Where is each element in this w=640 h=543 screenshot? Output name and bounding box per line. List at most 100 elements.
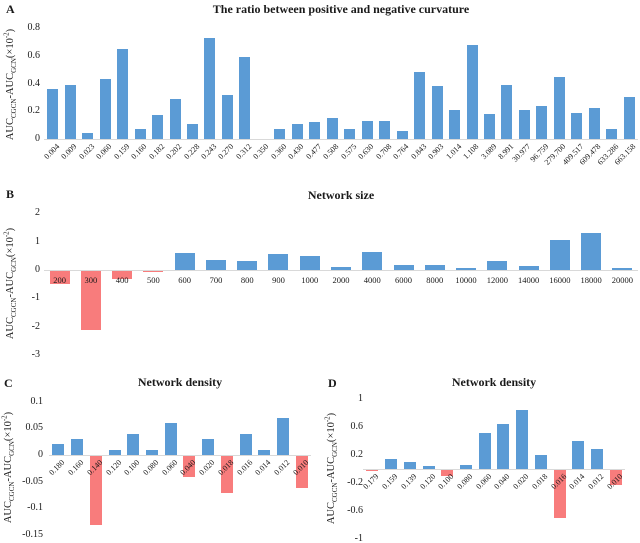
chart-a-y-axis-label: AUCCGCN-AUCGCN(×10-2) — [2, 28, 19, 141]
x-axis-line — [49, 455, 311, 456]
chart-d-y-axis-label: AUCCGCN-AUCGCN(×10-2) — [323, 412, 340, 525]
x-axis-line — [363, 469, 625, 470]
bar — [553, 470, 566, 518]
x-axis-line — [44, 270, 638, 271]
bar — [331, 267, 351, 270]
bar — [518, 109, 530, 139]
bar — [385, 458, 398, 469]
bar — [571, 112, 583, 139]
bar — [536, 105, 548, 139]
y-tick-label: 2 — [35, 207, 40, 219]
bar — [274, 129, 286, 139]
y-tick-label: -0.05 — [22, 475, 43, 487]
x-tick-label: 700 — [209, 275, 223, 285]
bar — [309, 122, 321, 139]
bar — [478, 432, 491, 469]
y-tick-label: 0 — [35, 133, 40, 144]
bar — [134, 129, 146, 139]
bar — [484, 114, 495, 139]
bar — [143, 271, 164, 273]
bar — [127, 433, 140, 455]
y-tick-label: -1 — [31, 292, 40, 304]
bar — [220, 456, 233, 494]
x-tick-label: 8000 — [426, 275, 444, 285]
chart-b-title: Network size — [307, 188, 375, 202]
x-tick-label: 10000 — [455, 275, 477, 285]
y-tick-label: 0.2 — [27, 105, 41, 117]
bar — [456, 268, 477, 270]
bar — [204, 37, 216, 139]
bar — [466, 44, 478, 139]
y-tick-label: -0.15 — [22, 528, 43, 540]
bar — [326, 118, 338, 139]
y-tick-label: -2 — [31, 320, 40, 332]
x-tick-label: 16000 — [549, 275, 571, 285]
y-tick-label: 0.05 — [25, 422, 44, 434]
bar — [516, 409, 529, 469]
x-tick-label: 2000 — [332, 275, 350, 285]
bar — [379, 120, 391, 139]
bar — [441, 470, 454, 476]
bar — [169, 98, 181, 139]
x-tick-label: 200 — [53, 275, 66, 285]
x-tick-label: 300 — [84, 275, 98, 285]
bar — [553, 76, 565, 139]
chart-d-title: Network density — [451, 375, 537, 389]
bar — [396, 130, 408, 139]
bar — [590, 449, 603, 469]
x-tick-label: 20000 — [611, 275, 633, 285]
y-tick-label: 0.2 — [350, 449, 364, 460]
bar — [52, 444, 65, 455]
panel-label-d: D — [328, 376, 337, 390]
y-tick-label: 0.6 — [27, 49, 41, 61]
bar — [424, 264, 445, 270]
bar — [497, 424, 510, 469]
bar — [99, 79, 111, 139]
bar — [64, 84, 76, 139]
bar — [112, 271, 133, 280]
bar — [534, 455, 547, 469]
bar — [362, 251, 383, 270]
bar — [431, 86, 443, 139]
bar — [187, 123, 198, 139]
bar — [221, 94, 233, 139]
bar — [612, 268, 633, 270]
bar — [174, 253, 195, 270]
x-tick-label: 500 — [147, 275, 160, 285]
bar — [49, 271, 70, 284]
x-tick-label: 400 — [115, 275, 129, 285]
y-tick-label: 0 — [38, 449, 43, 460]
y-tick-label: 1 — [35, 235, 40, 247]
bar — [239, 57, 251, 139]
panel-label-b: B — [6, 187, 15, 201]
bar — [258, 449, 271, 455]
bar — [623, 97, 635, 139]
chart-c-y-axis-label: AUCCGCN-AUCGCN(×10-2) — [0, 411, 17, 524]
bar — [291, 123, 303, 139]
bar — [606, 129, 618, 139]
bar — [581, 233, 602, 270]
bar — [276, 417, 289, 455]
x-tick-label: 1000 — [301, 275, 319, 285]
y-tick-label: -0.1 — [27, 502, 43, 514]
bar — [403, 462, 416, 469]
bar — [414, 72, 426, 139]
bar — [202, 439, 215, 455]
bar — [393, 264, 414, 270]
bar — [164, 423, 177, 455]
bar — [572, 441, 585, 469]
chart-c-title: Network density — [137, 375, 223, 389]
bar — [295, 456, 308, 488]
y-tick-label: 0.8 — [27, 22, 41, 33]
chart-a-title: The ratio between positive and negative … — [212, 2, 470, 16]
chart-b-y-axis-label: AUCCGCN-AUCGCN(×10-2) — [2, 227, 19, 340]
bar — [237, 260, 258, 270]
bar — [422, 465, 435, 469]
bar — [366, 470, 379, 472]
y-tick-label: 0.1 — [30, 395, 44, 407]
bar — [183, 456, 196, 478]
